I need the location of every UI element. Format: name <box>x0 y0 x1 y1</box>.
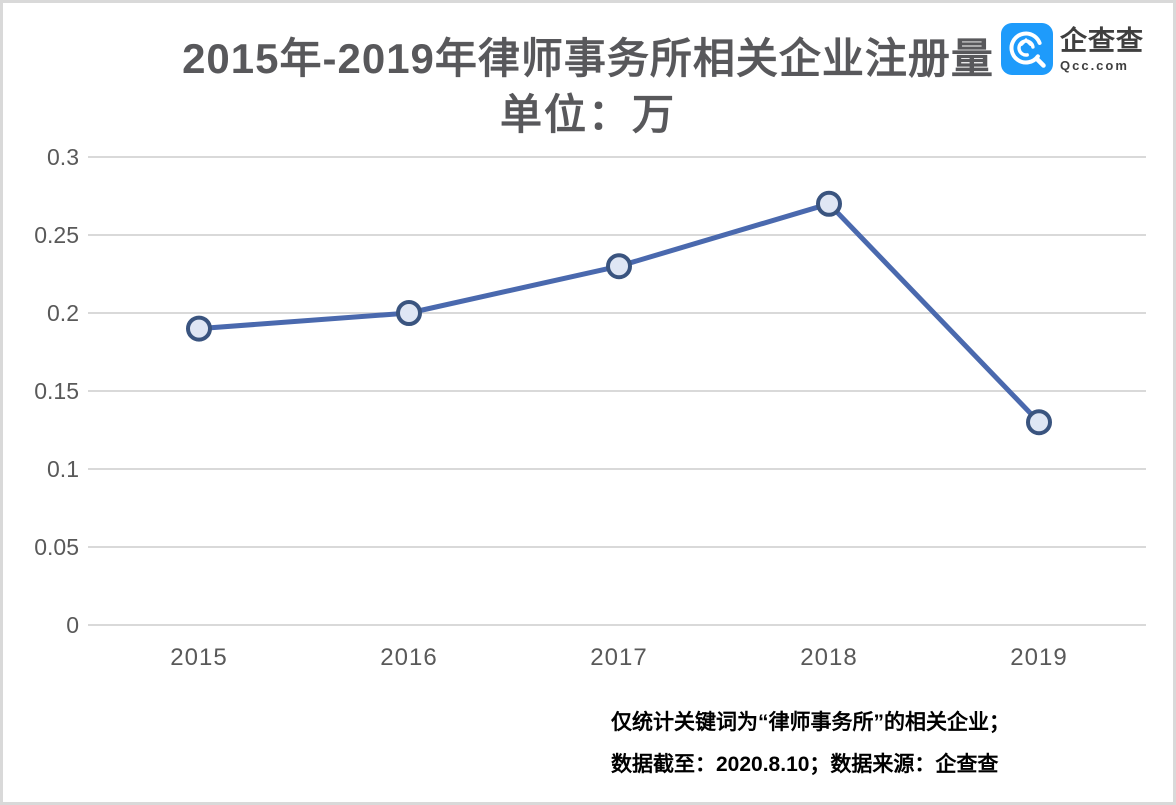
data-point-marker <box>606 253 632 280</box>
data-point-marker <box>396 300 422 326</box>
y-axis-tick-label: 0.15 <box>34 378 79 404</box>
y-axis-tick-label: 0.05 <box>34 534 79 560</box>
x-axis-tick-label: 2018 <box>800 644 857 671</box>
y-axis-tick-label: 0.1 <box>47 456 79 482</box>
x-axis-tick-label: 2016 <box>380 644 437 671</box>
x-axis-tick-label: 2017 <box>590 644 647 671</box>
data-point-marker <box>816 190 842 217</box>
chart-footnote: 仅统计关键词为“律师事务所”的相关企业； 数据截至：2020.8.10；数据来源… <box>611 702 1010 786</box>
data-point-marker <box>186 315 212 342</box>
qcc-logo-domain: Qcc.com <box>1060 58 1129 73</box>
qcc-logo-icon <box>1001 23 1053 75</box>
x-axis-tick-label: 2019 <box>1010 644 1067 671</box>
qcc-logo-text: 企查查 Qcc.com <box>1060 23 1144 73</box>
chart-title: 2015年-2019年律师事务所相关企业注册量 <box>182 35 994 82</box>
y-axis-tick-label: 0.3 <box>47 144 79 170</box>
y-axis-tick-label: 0.25 <box>34 222 79 248</box>
footnote-line-2: 数据截至：2020.8.10；数据来源：企查查 <box>611 753 999 776</box>
x-axis-tick-label: 2015 <box>170 644 227 671</box>
qcc-logo: 企查查 Qcc.com <box>1001 23 1144 75</box>
chart-unit-subtitle: 单位：万 <box>499 91 676 138</box>
y-axis-tick-label: 0.2 <box>47 300 79 326</box>
y-axis-tick-label: 0 <box>66 612 79 638</box>
qcc-logo-name: 企查查 <box>1060 26 1144 56</box>
footnote-line-1: 仅统计关键词为“律师事务所”的相关企业； <box>611 711 1010 734</box>
line-chart-canvas: 0 0.05 0.1 0.15 0.2 0.25 0.3 2015 2016 2017 2018 20… <box>34 144 1146 671</box>
data-point-marker <box>1026 409 1052 436</box>
